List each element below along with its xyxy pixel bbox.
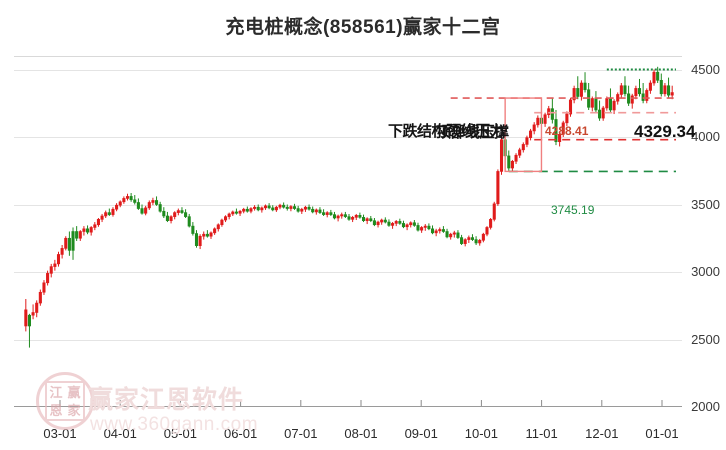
x-axis-tick: 01-01 <box>645 426 679 441</box>
x-axis-tick: 04-01 <box>103 426 137 441</box>
x-axis-tick: 08-01 <box>344 426 378 441</box>
x-axis-tick: 09-01 <box>404 426 438 441</box>
x-axis-tick: 05-01 <box>163 426 198 441</box>
x-axis-tick: 12-01 <box>585 426 619 441</box>
x-axis: 03-01 04-01 05-01 06-01 07-01 08-01 09-01 10-01… <box>0 426 726 446</box>
y-axis-tick: 3000 <box>691 264 720 279</box>
x-axis-tick: 06-01 <box>223 426 258 441</box>
annotation-resistance-price: 4288.41 <box>545 124 589 138</box>
price-level-lines <box>450 68 676 173</box>
consolidation-box <box>504 97 543 173</box>
y-axis-tick: 4000 <box>691 129 720 144</box>
x-axis-tick: 07-01 <box>284 426 318 441</box>
x-axis-tick: 10-01 <box>464 426 499 441</box>
annotation-support-price: 3745.19 <box>551 203 595 217</box>
annotation-top-line-support: 顶部线压撑 <box>436 124 509 141</box>
chart-canvas <box>14 56 682 407</box>
plot-area[interactable] <box>14 56 682 407</box>
x-axis-tick: 11-01 <box>525 426 558 441</box>
y-axis-tick: 2000 <box>691 399 720 414</box>
page-title: 充电桩概念(858561)赢家十二宫 <box>225 17 501 38</box>
y-axis-tick: 4500 <box>691 61 720 77</box>
y-axis-tick: 2500 <box>691 331 720 347</box>
gridlines <box>14 56 682 407</box>
y-axis-tick: 3500 <box>691 196 720 212</box>
annotation-downtrend-neckline: 下跌结构颈线压力 <box>388 123 505 140</box>
candlestick-series <box>24 66 674 348</box>
y-axis: 4500 4000 3500 3000 2500 2000 <box>666 0 726 450</box>
annotation-last-price: 4329.34 <box>634 122 696 141</box>
x-axis-tick: 03-01 <box>43 426 77 441</box>
